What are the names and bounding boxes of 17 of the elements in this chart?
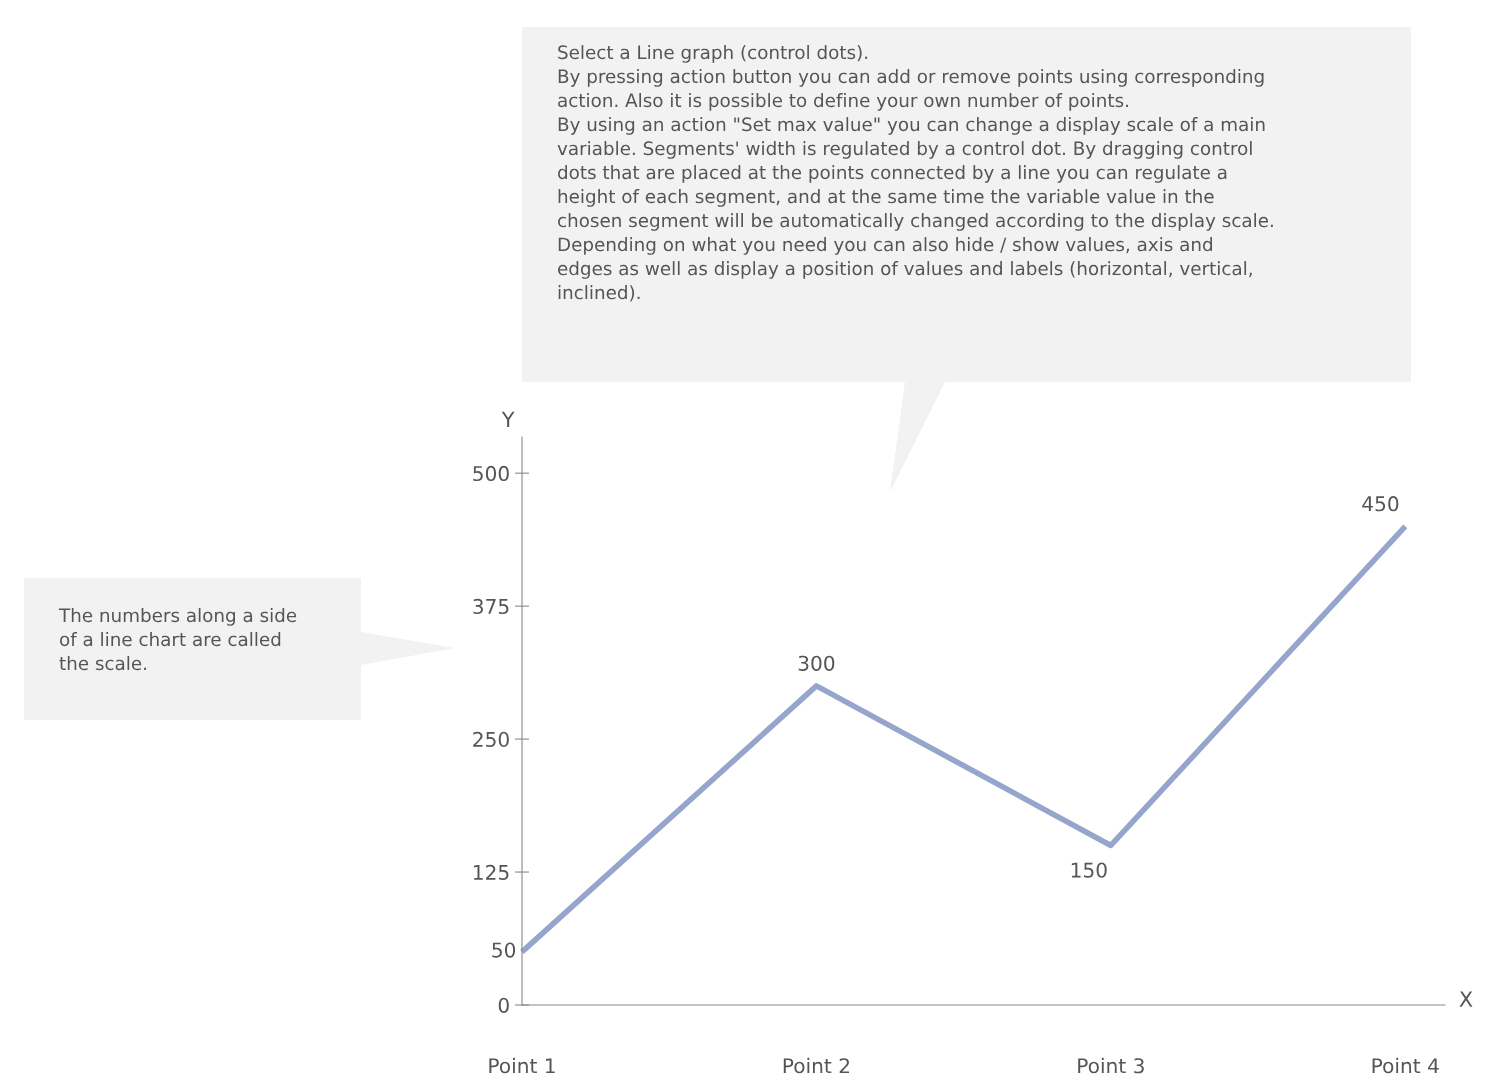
y-axis-title: Y bbox=[501, 411, 515, 427]
x-tick-label: Point 4 bbox=[1372, 1057, 1439, 1074]
text: The numbers along a side of a line chart are called the scale. bbox=[58, 608, 297, 671]
y-tick-label: 125 bbox=[473, 864, 509, 880]
y-tick-label: 0 bbox=[498, 997, 509, 1013]
text: Select a Line graph (control dots). By pressing action button you can add or remove points using corresponding action. Also it is possible to define your own number of points. By using an action "Set max value" you can change a display scale of a main variable. Segments' width is regulated by a control dot. By dragging control dots that are placed at the points connected by a line you can regulate a height of each segment, and at the same time the variable value in the chosen segment will be automatically changed according to the display scale. Depending on what you need you can also hide / show values, axis and edges as well as display a position of values and labels (horizontal, vertical, inclined). bbox=[557, 45, 1273, 302]
x-tick-label: Point 1 bbox=[489, 1057, 555, 1074]
x-tick-label: Point 3 bbox=[1078, 1057, 1144, 1074]
data-label: 450 bbox=[1362, 496, 1399, 512]
data-label: 50 bbox=[492, 942, 516, 958]
x-axis-title: X bbox=[1459, 991, 1473, 1007]
data-label: 300 bbox=[798, 655, 835, 671]
x-tick-label: Point 2 bbox=[783, 1057, 850, 1074]
y-tick-label: 250 bbox=[473, 731, 509, 748]
y-tick-label: 500 bbox=[473, 465, 509, 482]
y-tick-label: 375 bbox=[473, 598, 509, 615]
data-label: 150 bbox=[1071, 862, 1107, 878]
